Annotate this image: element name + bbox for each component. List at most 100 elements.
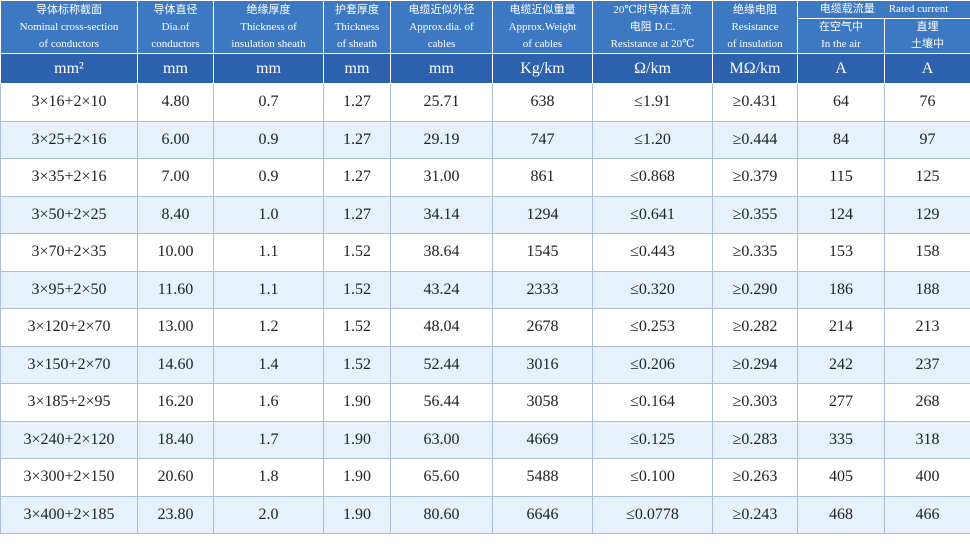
cell: 11.60 bbox=[137, 270, 214, 309]
cell: 1.0 bbox=[213, 195, 324, 234]
cell: 186 bbox=[797, 270, 885, 309]
cell: 1.52 bbox=[323, 270, 391, 309]
header-row: 导体标称截面 Nominal cross-section of conductors… bbox=[0, 0, 970, 54]
header-line: 在空气中 bbox=[819, 21, 863, 33]
cell: 268 bbox=[884, 383, 970, 422]
header-line: 20℃时导体直流 bbox=[613, 3, 692, 16]
cell: 2678 bbox=[492, 308, 593, 347]
cell: 1545 bbox=[492, 233, 593, 272]
cell: 10.00 bbox=[137, 233, 214, 272]
header-line: 导体标称截面 bbox=[36, 3, 102, 16]
cell: 1.52 bbox=[323, 233, 391, 272]
cell: 125 bbox=[884, 158, 970, 197]
cell: 25.71 bbox=[390, 83, 493, 122]
cell: 0.9 bbox=[213, 158, 324, 197]
header-line: 电缆载流量 bbox=[819, 3, 875, 15]
cell: 1.7 bbox=[213, 420, 324, 459]
cell: 1.1 bbox=[213, 233, 324, 272]
header-line: Approx.dia. of bbox=[409, 20, 474, 33]
header-line: of conductors bbox=[38, 37, 100, 50]
data-row: 3×150+2×70 14.60 1.4 1.52 52.44 3016 ≤0.206 ≥0.… bbox=[0, 345, 970, 384]
column-header: 电缆近似外径 Approx.dia. of cables bbox=[390, 0, 493, 54]
cell: 3×150+2×70 bbox=[0, 345, 138, 384]
cell: 124 bbox=[797, 195, 885, 234]
cell: ≥0.335 bbox=[712, 233, 798, 272]
cell: 3×35+2×16 bbox=[0, 158, 138, 197]
unit-cell: mm bbox=[213, 53, 324, 84]
cell: 3×185+2×95 bbox=[0, 383, 138, 422]
cell: 4669 bbox=[492, 420, 593, 459]
cell: ≤0.320 bbox=[592, 270, 713, 309]
cell: ≤1.91 bbox=[592, 83, 713, 122]
cell: 48.04 bbox=[390, 308, 493, 347]
header-line: cables bbox=[427, 37, 456, 50]
header-line: 绝缘电阻 bbox=[733, 3, 777, 16]
cell: ≥0.431 bbox=[712, 83, 798, 122]
header-line: Thickness of bbox=[240, 20, 297, 33]
cell: 3016 bbox=[492, 345, 593, 384]
header-line: of cables bbox=[522, 37, 563, 50]
unit-cell: mm bbox=[390, 53, 493, 84]
cell: 1.1 bbox=[213, 270, 324, 309]
column-header: 导体标称截面 Nominal cross-section of conductors bbox=[0, 0, 138, 54]
unit-cell: Kg/km bbox=[492, 53, 593, 84]
cell: ≤0.125 bbox=[592, 420, 713, 459]
cell: 7.00 bbox=[137, 158, 214, 197]
column-header: 绝缘电阻 Resistance of insulation bbox=[712, 0, 798, 54]
cell: 84 bbox=[797, 120, 885, 159]
cell: 318 bbox=[884, 420, 970, 459]
data-row: 3×400+2×185 23.80 2.0 1.90 80.60 6646 ≤0.0778 ≥… bbox=[0, 495, 970, 534]
cell: 97 bbox=[884, 120, 970, 159]
cell: 213 bbox=[884, 308, 970, 347]
cell: 76 bbox=[884, 83, 970, 122]
data-row: 3×50+2×25 8.40 1.0 1.27 34.14 1294 ≤0.641 ≥0.35… bbox=[0, 195, 970, 234]
cell: 242 bbox=[797, 345, 885, 384]
cell: ≥0.444 bbox=[712, 120, 798, 159]
header-line: Approx.Weight bbox=[508, 20, 577, 33]
cell: ≤0.868 bbox=[592, 158, 713, 197]
cell: 6646 bbox=[492, 495, 593, 534]
cell: 638 bbox=[492, 83, 593, 122]
cell: ≥0.290 bbox=[712, 270, 798, 309]
cell: 1.90 bbox=[323, 495, 391, 534]
cell: 52.44 bbox=[390, 345, 493, 384]
cell: 3×16+2×10 bbox=[0, 83, 138, 122]
unit-cell: mm² bbox=[0, 53, 138, 84]
header-line: of insulation bbox=[727, 37, 783, 50]
cell: 1.52 bbox=[323, 345, 391, 384]
cell: 1.27 bbox=[323, 120, 391, 159]
cell: 56.44 bbox=[390, 383, 493, 422]
cell: 8.40 bbox=[137, 195, 214, 234]
data-row: 3×120+2×70 13.00 1.2 1.52 48.04 2678 ≤0.253 ≥0.… bbox=[0, 308, 970, 347]
unit-cell: mm bbox=[137, 53, 214, 84]
cell: 23.80 bbox=[137, 495, 214, 534]
cell: 3×240+2×120 bbox=[0, 420, 138, 459]
cell: 747 bbox=[492, 120, 593, 159]
column-header: 护套厚度 Thickness of sheath bbox=[323, 0, 391, 54]
cell: 214 bbox=[797, 308, 885, 347]
unit-cell: A bbox=[797, 53, 885, 84]
cell: ≤0.443 bbox=[592, 233, 713, 272]
data-row: 3×240+2×120 18.40 1.7 1.90 63.00 4669 ≤0.125 ≥0… bbox=[0, 420, 970, 459]
header-line: In the air bbox=[821, 38, 861, 50]
cell: 1.8 bbox=[213, 458, 324, 497]
cell: 13.00 bbox=[137, 308, 214, 347]
cell: ≥0.355 bbox=[712, 195, 798, 234]
column-header: 导体直径 Dia.of conductors bbox=[137, 0, 214, 54]
table-header: 导体标称截面 Nominal cross-section of conductors… bbox=[0, 0, 970, 84]
cell: 3×50+2×25 bbox=[0, 195, 138, 234]
cell: 31.00 bbox=[390, 158, 493, 197]
cell: 1.6 bbox=[213, 383, 324, 422]
cell: 335 bbox=[797, 420, 885, 459]
cell: 64 bbox=[797, 83, 885, 122]
data-row: 3×95+2×50 11.60 1.1 1.52 43.24 2333 ≤0.320 ≥0.2… bbox=[0, 270, 970, 309]
cell: 0.9 bbox=[213, 120, 324, 159]
cell: 277 bbox=[797, 383, 885, 422]
sub-header: 直埋 土壤中 bbox=[884, 18, 970, 54]
column-header: 电缆近似重量 Approx.Weight of cables bbox=[492, 0, 593, 54]
cell: 29.19 bbox=[390, 120, 493, 159]
cell: 63.00 bbox=[390, 420, 493, 459]
unit-cell: MΩ/km bbox=[712, 53, 798, 84]
units-row: mm² mm mm mm mm Kg/km Ω/km MΩ/km A A bbox=[0, 53, 970, 84]
